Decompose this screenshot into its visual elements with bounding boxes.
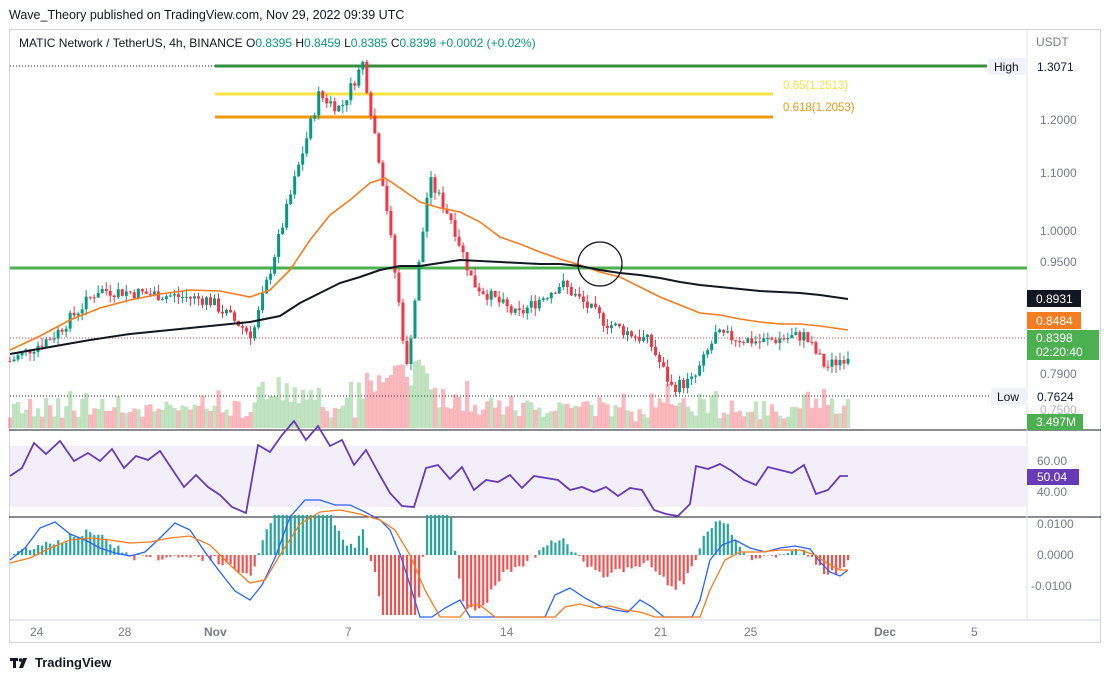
high-label: H — [295, 36, 305, 50]
low-value: 0.8385 — [350, 36, 388, 50]
published-by-text: Wave_Theory published on TradingView.com… — [9, 8, 405, 22]
low-label: L — [344, 36, 351, 50]
symbol-name[interactable]: MATIC Network / TetherUS, 4h, BINANCE — [19, 36, 243, 50]
close-value: 0.8398 — [399, 36, 437, 50]
tradingview-logo-text: TradingView — [35, 655, 112, 670]
symbol-legend: MATIC Network / TetherUS, 4h, BINANCE O0… — [19, 36, 536, 50]
open-label: O — [245, 36, 256, 50]
tradingview-footer[interactable]: TradingView — [10, 655, 111, 670]
chart-frame — [9, 29, 1101, 643]
tradingview-logo-icon — [10, 657, 27, 668]
change-value: +0.0002 (+0.02%) — [439, 36, 536, 50]
open-value: 0.8395 — [255, 36, 293, 50]
close-label: C — [390, 36, 400, 50]
high-value: 0.8459 — [304, 36, 341, 50]
